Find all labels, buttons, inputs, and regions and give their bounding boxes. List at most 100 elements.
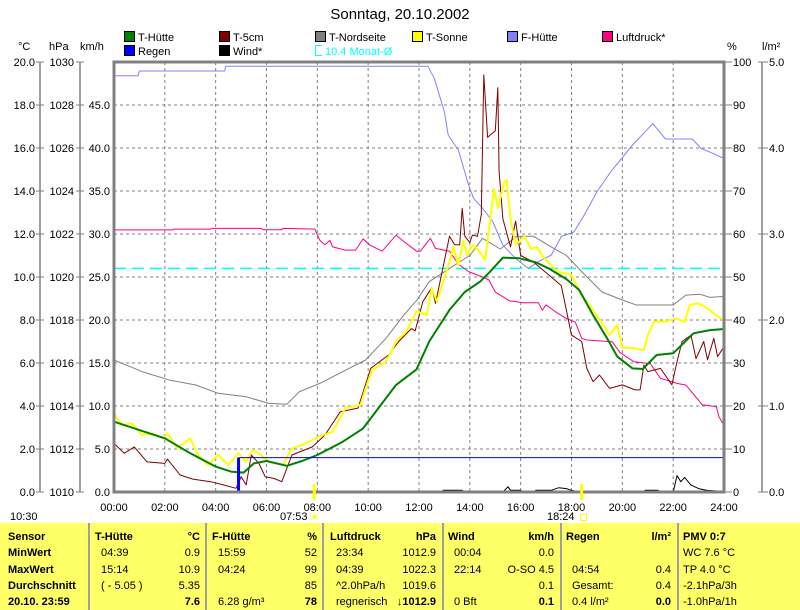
time-tick-label: 12:00	[405, 502, 433, 514]
rain-tick-label: 5.0	[769, 57, 784, 69]
pressure-tick-label: 1014	[50, 401, 74, 413]
column-divider	[322, 523, 324, 610]
luftdruck-value: 1012.9	[402, 547, 436, 559]
t_huette-value: 0.9	[184, 547, 200, 559]
pressure-tick-label: 1026	[50, 143, 74, 155]
legend-swatch	[315, 45, 322, 56]
pressure-tick-label: 1010	[50, 487, 74, 499]
t_huette-time: 15:14	[101, 564, 129, 576]
legend-luftdruck: Luftdruck*	[602, 31, 666, 44]
legend-t-huette: T-Hütte	[124, 31, 174, 44]
luftdruck-time: 23:34	[336, 547, 364, 559]
temp-tick-label: 0.0	[20, 487, 35, 499]
header-f_huette: F-Hütte	[212, 531, 251, 543]
temp-tick-label: 4.0	[20, 401, 35, 413]
regen-time: Gesamt:	[572, 580, 614, 592]
luftdruck-time: 04:39	[336, 564, 364, 576]
row-label: 20.10. 23:59	[8, 596, 70, 608]
wind-tick-label: 0.0	[95, 487, 110, 499]
pmv-value: -2.1hPa/3h	[683, 580, 737, 592]
humidity-tick-label: 50	[733, 272, 745, 284]
legend-swatch	[219, 45, 230, 56]
f_huette-value: 99	[304, 564, 317, 576]
luftdruck-value: 1019.6	[402, 580, 436, 592]
series-t-sonne	[113, 179, 725, 466]
axis-unit-temp: °C	[18, 41, 31, 53]
wind-time: 0 Bft	[454, 596, 477, 608]
wind-value: 0.1	[538, 596, 554, 608]
column-divider	[560, 523, 562, 610]
wind-tick-label: 25.0	[89, 272, 110, 284]
f_huette-value: 78	[304, 596, 317, 608]
temp-tick-label: 2.0	[20, 444, 35, 456]
wind-tick-label: 35.0	[89, 186, 110, 198]
pressure-tick-label: 1018	[50, 315, 74, 327]
rain-bar	[237, 457, 241, 492]
humidity-tick-label: 40	[733, 315, 745, 327]
wind-time: 22:14	[454, 564, 482, 576]
sunrise-label: 07:53	[280, 511, 308, 523]
header-sensor: Sensor	[8, 531, 46, 543]
luftdruck-time: regnerisch	[336, 596, 388, 608]
time-tick-label: 24:00	[710, 502, 738, 514]
column-divider	[205, 523, 207, 610]
legend-swatch	[412, 31, 423, 42]
temp-tick-label: 6.0	[20, 358, 35, 370]
time-tick-label: 18:00	[558, 502, 586, 514]
sun-icon: ☀	[309, 510, 320, 524]
legend-label: T-Hütte	[138, 32, 175, 44]
legend-swatch	[507, 31, 518, 42]
legend-label: 10.4 Monat-Ø	[325, 46, 393, 58]
temp-tick-label: 12.0	[14, 229, 35, 241]
luftdruck-time: ^2.0hPa/h	[336, 580, 386, 592]
header-unit-wind: km/h	[528, 531, 554, 543]
pmv-value: -1.0hPa/1h	[683, 596, 737, 608]
chart-title: Sonntag, 20.10.2002	[330, 6, 470, 23]
temp-tick-label: 14.0	[14, 186, 35, 198]
legend-swatch	[602, 31, 613, 42]
time-tick-label: 00:00	[100, 502, 128, 514]
legend-swatch	[315, 31, 326, 42]
rain-tick-label: 2.0	[769, 315, 784, 327]
series-luftdruck-	[114, 227, 725, 426]
axis-unit-pressure: hPa	[49, 41, 69, 53]
temp-tick-label: 8.0	[20, 315, 35, 327]
moon-icon	[580, 514, 587, 521]
wind-tick-label: 5.0	[95, 444, 110, 456]
f_huette-value: 85	[304, 580, 317, 592]
legend-swatch	[124, 31, 135, 42]
time-tick-label: 10:00	[354, 502, 382, 514]
row-label: MinWert	[8, 547, 52, 559]
header-unit-t_huette: °C	[187, 531, 200, 543]
regen-value: 0.0	[655, 596, 671, 608]
header-t_huette: T-Hütte	[95, 531, 133, 543]
legend-label: Luftdruck*	[616, 32, 666, 44]
humidity-tick-label: 30	[733, 358, 745, 370]
rain-tick-label: 0.0	[769, 487, 784, 499]
pressure-tick-label: 1030	[50, 57, 74, 69]
f_huette-time: 04:24	[218, 564, 246, 576]
t_huette-value: 10.9	[178, 564, 200, 576]
f_huette-time: 15:59	[218, 547, 246, 559]
regen-time: 0.4 l/m²	[572, 596, 609, 608]
wind-value: O-SO 4.5	[507, 564, 554, 576]
legend-label: T-Sonne	[426, 32, 468, 44]
temp-tick-label: 10.0	[14, 272, 35, 284]
luftdruck-value: 1022.3	[402, 564, 436, 576]
legend-t-nordseite: T-Nordseite	[315, 31, 386, 44]
rain-tick-label: 1.0	[769, 401, 784, 413]
time-tick-label: 06:00	[253, 502, 281, 514]
wind-tick-label: 40.0	[89, 143, 110, 155]
regen-value: 0.4	[655, 580, 671, 592]
time-tick-label: 16:00	[507, 502, 535, 514]
statistics-table: Sensor MinWert MaxWert Durchschnitt 20.10. 2…	[0, 523, 800, 610]
time-tick-label: 08:00	[304, 502, 332, 514]
legend-regen: Regen	[124, 45, 170, 58]
header-regen: Regen	[566, 531, 600, 543]
humidity-tick-label: 60	[733, 229, 745, 241]
humidity-tick-label: 80	[733, 143, 745, 155]
f_huette-value: 52	[304, 547, 317, 559]
axis-unit-wind: km/h	[80, 41, 104, 53]
pressure-tick-label: 1024	[50, 186, 74, 198]
wind-value: 0.0	[538, 547, 554, 559]
